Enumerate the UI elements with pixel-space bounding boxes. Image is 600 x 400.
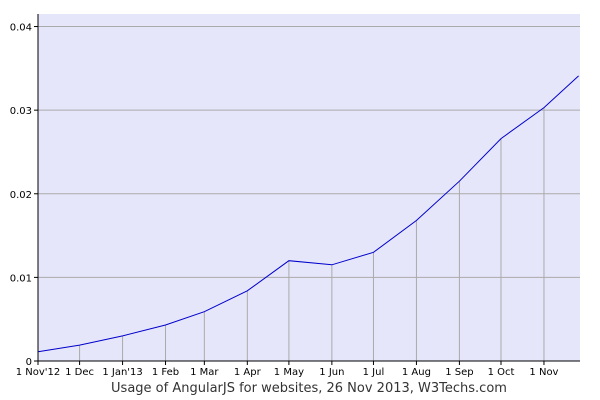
y-tick-label: 0.04 <box>10 23 32 34</box>
x-tick-label: 1 Oct <box>488 367 515 378</box>
plot-area <box>38 14 580 361</box>
y-tick-label: 0.02 <box>10 190 32 201</box>
y-tick-label: 0.01 <box>10 273 32 284</box>
x-tick-label: 1 Apr <box>234 367 262 378</box>
y-axis-tick-labels: 0 0.01 0.02 0.03 0.04 <box>10 23 32 368</box>
x-tick-label: 1 Jun <box>319 367 344 378</box>
y-tick-label: 0.03 <box>10 106 32 117</box>
axes <box>34 14 580 365</box>
x-tick-label: 1 Aug <box>402 367 431 378</box>
series-line <box>37 75 579 353</box>
x-tick-label: 1 May <box>274 367 304 378</box>
x-tick-label: 1 Nov <box>529 367 558 378</box>
y-tick-label: 0 <box>26 357 32 368</box>
horizontal-gridlines <box>38 26 580 278</box>
x-tick-label: 1 Mar <box>190 367 219 378</box>
x-tick-label: 1 Feb <box>152 367 179 378</box>
chart-caption: Usage of AngularJS for websites, 26 Nov … <box>111 381 507 396</box>
x-tick-label: 1 Sep <box>445 367 473 378</box>
x-tick-label: 1 Jan'13 <box>102 367 142 378</box>
x-tick-label: 1 Nov'12 <box>16 367 61 378</box>
x-tick-label: 1 Dec <box>65 367 94 378</box>
x-axis-tick-labels: 1 Nov'12 1 Dec 1 Jan'13 1 Feb 1 Mar 1 Apr 1 Ma… <box>16 367 559 378</box>
x-tick-label: 1 Jul <box>363 367 385 378</box>
